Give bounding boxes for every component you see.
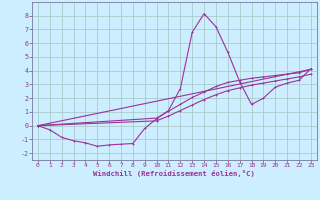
X-axis label: Windchill (Refroidissement éolien,°C): Windchill (Refroidissement éolien,°C): [93, 170, 255, 177]
